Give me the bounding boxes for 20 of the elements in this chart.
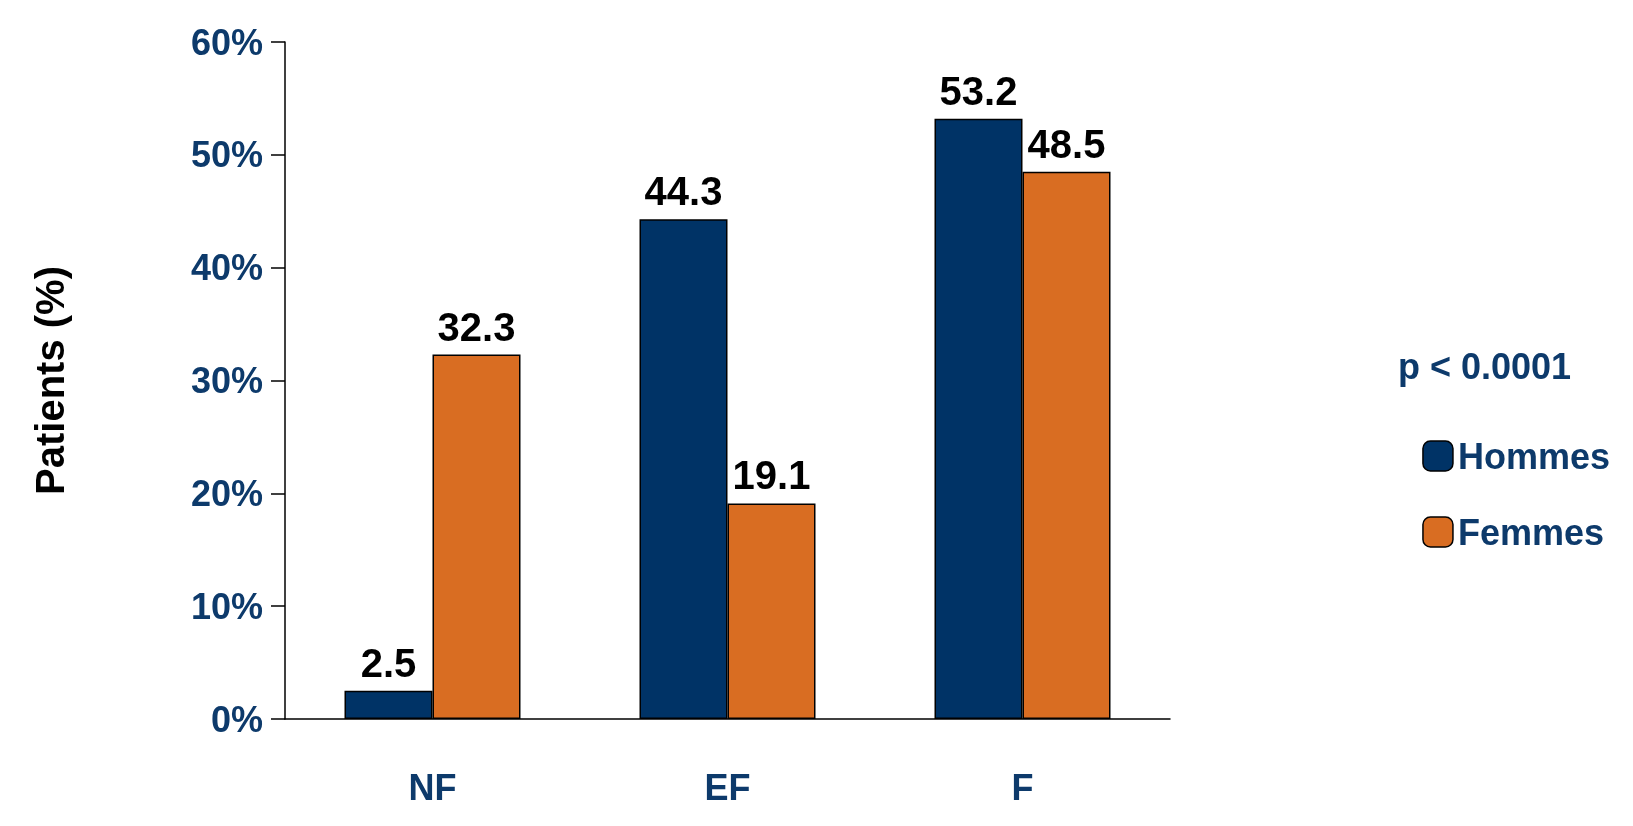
legend-label: Hommes <box>1457 435 1611 477</box>
text: p < 0.0001 <box>1398 345 1572 387</box>
data-label: 48.5 <box>1027 121 1106 166</box>
data-label: 44.3 <box>644 169 723 214</box>
data-label: 19.1 <box>732 453 811 498</box>
x-tick-label: F <box>1011 766 1034 808</box>
legend-label: Femmes <box>1457 511 1605 553</box>
y-tick-label: 60% <box>190 21 263 63</box>
y-tick-label: 10% <box>190 585 263 627</box>
data-label: 2.5 <box>360 640 417 685</box>
data-label: 32.3 <box>437 304 516 349</box>
y-tick-label: 40% <box>190 247 263 289</box>
y-tick-label: 0% <box>210 698 263 740</box>
y-tick-label: 50% <box>190 134 263 176</box>
y-tick-label: 30% <box>190 360 263 401</box>
y-tick-label: 20% <box>190 472 263 514</box>
y-axis-title: Patients (%) <box>28 266 72 495</box>
data-label: 53.2 <box>939 68 1018 113</box>
x-tick-label: EF <box>704 766 751 808</box>
x-tick-label: NF <box>408 766 457 808</box>
